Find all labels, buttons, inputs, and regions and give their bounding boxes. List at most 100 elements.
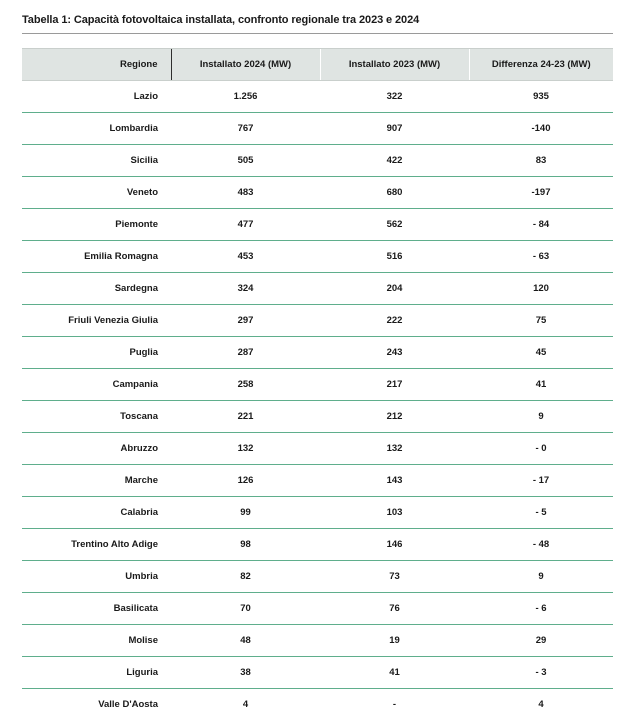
cell-installato-2024: 287: [171, 337, 320, 369]
cell-differenza: - 6: [469, 593, 613, 625]
cell-regione: Toscana: [22, 401, 171, 433]
cell-regione: Friuli Venezia Giulia: [22, 305, 171, 337]
cell-installato-2024: 132: [171, 433, 320, 465]
cell-installato-2024: 324: [171, 273, 320, 305]
cell-regione: Campania: [22, 369, 171, 401]
cell-installato-2023: 217: [320, 369, 469, 401]
cell-differenza: - 17: [469, 465, 613, 497]
header-installato-2023: Installato 2023 (MW): [320, 49, 469, 81]
cell-installato-2024: 1.256: [171, 81, 320, 113]
cell-installato-2024: 82: [171, 561, 320, 593]
cell-installato-2024: 258: [171, 369, 320, 401]
cell-regione: Umbria: [22, 561, 171, 593]
cell-installato-2024: 221: [171, 401, 320, 433]
cell-installato-2023: 322: [320, 81, 469, 113]
header-installato-2024: Installato 2024 (MW): [171, 49, 320, 81]
cell-installato-2023: 222: [320, 305, 469, 337]
cell-differenza: 29: [469, 625, 613, 657]
cell-differenza: - 3: [469, 657, 613, 689]
cell-differenza: 935: [469, 81, 613, 113]
cell-differenza: 9: [469, 561, 613, 593]
cell-installato-2023: 562: [320, 209, 469, 241]
cell-installato-2023: -: [320, 689, 469, 720]
cell-differenza: 120: [469, 273, 613, 305]
cell-installato-2024: 505: [171, 145, 320, 177]
cell-regione: Veneto: [22, 177, 171, 209]
cell-installato-2023: 212: [320, 401, 469, 433]
cell-regione: Lazio: [22, 81, 171, 113]
cell-installato-2024: 4: [171, 689, 320, 720]
cell-installato-2023: 19: [320, 625, 469, 657]
cell-regione: Liguria: [22, 657, 171, 689]
cell-installato-2024: 297: [171, 305, 320, 337]
cell-regione: Piemonte: [22, 209, 171, 241]
cell-regione: Trentino Alto Adige: [22, 529, 171, 561]
cell-installato-2024: 483: [171, 177, 320, 209]
cell-installato-2024: 453: [171, 241, 320, 273]
cell-installato-2024: 70: [171, 593, 320, 625]
cell-installato-2023: 73: [320, 561, 469, 593]
cell-installato-2023: 132: [320, 433, 469, 465]
cell-regione: Sicilia: [22, 145, 171, 177]
header-differenza: Differenza 24-23 (MW): [469, 49, 613, 81]
cell-differenza: - 5: [469, 497, 613, 529]
header-regione: Regione: [22, 49, 171, 81]
cell-installato-2023: 76: [320, 593, 469, 625]
cell-regione: Lombardia: [22, 113, 171, 145]
cell-regione: Calabria: [22, 497, 171, 529]
cell-regione: Sardegna: [22, 273, 171, 305]
cell-differenza: 41: [469, 369, 613, 401]
cell-installato-2023: 907: [320, 113, 469, 145]
cell-installato-2024: 126: [171, 465, 320, 497]
cell-differenza: - 48: [469, 529, 613, 561]
cell-differenza: 83: [469, 145, 613, 177]
cell-installato-2024: 38: [171, 657, 320, 689]
regional-pv-capacity-table: Regione Installato 2024 (MW) Installato …: [22, 48, 613, 720]
cell-differenza: - 0: [469, 433, 613, 465]
caption-divider: [22, 33, 613, 34]
cell-installato-2023: 243: [320, 337, 469, 369]
cell-regione: Valle D'Aosta: [22, 689, 171, 720]
cell-regione: Molise: [22, 625, 171, 657]
cell-differenza: 9: [469, 401, 613, 433]
cell-differenza: -140: [469, 113, 613, 145]
cell-installato-2023: 680: [320, 177, 469, 209]
cell-installato-2023: 204: [320, 273, 469, 305]
cell-installato-2023: 103: [320, 497, 469, 529]
cell-installato-2024: 98: [171, 529, 320, 561]
cell-differenza: - 63: [469, 241, 613, 273]
cell-installato-2023: 146: [320, 529, 469, 561]
table-caption: Tabella 1: Capacità fotovoltaica install…: [22, 14, 419, 26]
cell-installato-2023: 516: [320, 241, 469, 273]
cell-installato-2023: 422: [320, 145, 469, 177]
cell-differenza: -197: [469, 177, 613, 209]
cell-installato-2023: 143: [320, 465, 469, 497]
cell-installato-2023: 41: [320, 657, 469, 689]
cell-regione: Marche: [22, 465, 171, 497]
header-row: Regione Installato 2024 (MW) Installato …: [22, 49, 613, 81]
cell-installato-2024: 48: [171, 625, 320, 657]
cell-differenza: - 84: [469, 209, 613, 241]
cell-regione: Abruzzo: [22, 433, 171, 465]
table-header: Regione Installato 2024 (MW) Installato …: [22, 49, 613, 81]
